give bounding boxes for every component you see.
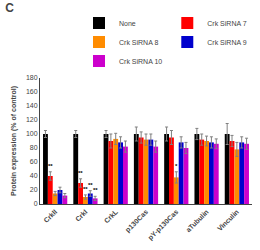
svg-text:p130Cas: p130Cas — [124, 208, 150, 234]
svg-text:80: 80 — [30, 144, 38, 151]
svg-text:CrkI: CrkI — [74, 208, 89, 223]
svg-text:160: 160 — [26, 88, 38, 95]
svg-text:180: 180 — [26, 74, 38, 81]
svg-text:0: 0 — [34, 200, 38, 207]
svg-text:**: ** — [78, 170, 83, 176]
svg-text:aTubulin: aTubulin — [185, 208, 210, 233]
svg-text:Vinculin: Vinculin — [216, 208, 240, 232]
svg-text:140: 140 — [26, 102, 38, 109]
svg-text:*: * — [175, 163, 178, 169]
svg-text:Crk SiRNA 10: Crk SiRNA 10 — [119, 58, 162, 65]
svg-text:None: None — [119, 20, 136, 27]
svg-text:60: 60 — [30, 158, 38, 165]
svg-text:**: ** — [83, 186, 88, 192]
svg-text:Crk SiRNA 8: Crk SiRNA 8 — [119, 39, 158, 46]
svg-text:100: 100 — [26, 130, 38, 137]
svg-text:Crk SiRNA 7: Crk SiRNA 7 — [207, 20, 246, 27]
svg-text:120: 120 — [26, 116, 38, 123]
svg-text:Crk SiRNA 9: Crk SiRNA 9 — [207, 39, 246, 46]
svg-text:CrkII: CrkII — [42, 208, 58, 224]
svg-text:Protein expression (% of contr: Protein expression (% of control) — [10, 86, 18, 196]
svg-text:**: ** — [48, 163, 53, 169]
svg-text:**: ** — [93, 187, 98, 193]
svg-text:C: C — [5, 1, 14, 15]
svg-text:40: 40 — [30, 172, 38, 179]
svg-text:**: ** — [88, 182, 93, 188]
svg-text:20: 20 — [30, 186, 38, 193]
svg-text:CrkL: CrkL — [103, 208, 120, 225]
svg-text:pY-p130Cas: pY-p130Cas — [146, 208, 180, 242]
